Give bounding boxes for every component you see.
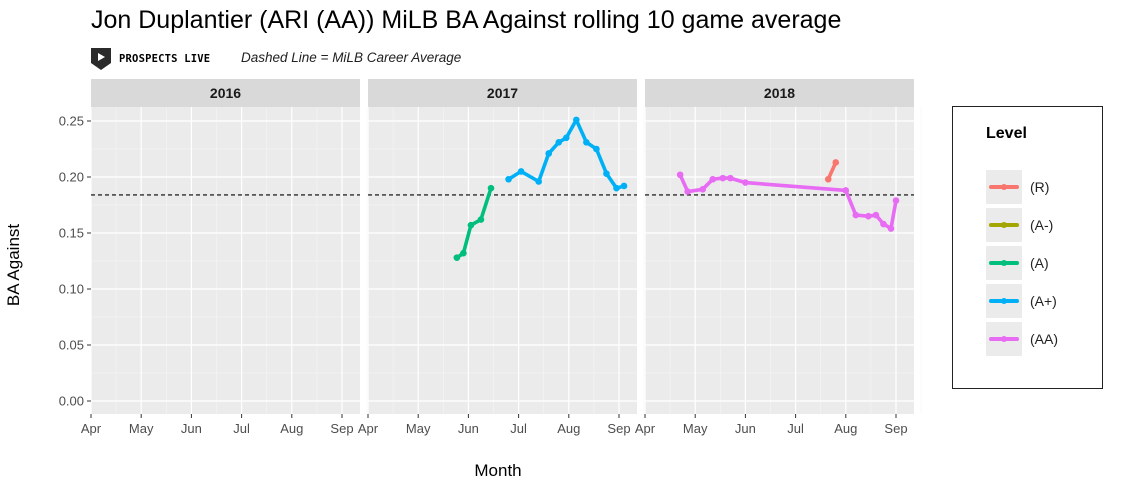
data-point	[880, 220, 887, 228]
panel-2018: 2018 Apr May Jun Jul Aug Sep	[635, 79, 922, 436]
x-tick-label: Apr	[81, 421, 102, 436]
y-tick-label: 0.25	[59, 114, 84, 129]
data-point	[505, 175, 512, 183]
y-tick-label: 0.00	[59, 394, 84, 409]
legend-item: (A-)	[986, 208, 1053, 242]
x-axis-label: Month	[474, 461, 521, 480]
legend-item-label: (R)	[1030, 179, 1050, 195]
data-point	[487, 184, 495, 192]
legend-title: Level	[986, 125, 1027, 142]
y-tick-label: 0.10	[59, 282, 84, 297]
data-point	[684, 188, 691, 195]
data-point	[832, 159, 840, 166]
panel-strip-label: 2017	[487, 85, 518, 101]
data-point	[727, 174, 734, 182]
x-tick-label: Sep	[607, 421, 630, 436]
panel-strip	[368, 79, 637, 107]
legend-item-label: (A+)	[1030, 293, 1057, 309]
panel-background	[645, 107, 914, 414]
x-tick-label: Jun	[458, 421, 479, 436]
x-tick-label: Sep	[884, 421, 907, 436]
logo-text: PROSPECTS LIVE	[119, 53, 211, 65]
data-point	[517, 168, 525, 175]
x-tick-label: Apr	[635, 421, 656, 436]
data-point	[620, 182, 628, 190]
legend-key-swatch	[986, 246, 1022, 280]
y-tick-label: 0.05	[59, 338, 84, 353]
x-tick-label: Jul	[233, 421, 250, 436]
legend-item-label: (A)	[1030, 255, 1049, 271]
prospects-live-logo: PROSPECTS LIVE	[91, 48, 210, 70]
data-point	[593, 145, 600, 153]
data-point	[562, 134, 570, 142]
data-point	[742, 179, 749, 186]
x-tick-label: May	[406, 421, 431, 436]
legend-key-swatch	[986, 322, 1022, 356]
legend-item: (R)	[986, 170, 1049, 204]
data-point	[719, 174, 727, 182]
data-point	[603, 170, 610, 177]
data-point	[453, 254, 461, 261]
y-tick-label: 0.20	[59, 170, 84, 185]
panel-background	[91, 107, 360, 414]
panel-strip	[91, 79, 360, 107]
data-point	[865, 212, 872, 220]
data-point	[613, 184, 620, 192]
legend-key-swatch	[986, 284, 1022, 318]
x-tick-label: May	[683, 421, 708, 436]
x-tick-label: Aug	[834, 421, 857, 436]
panel-background	[368, 107, 637, 414]
legend-item-label: (A-)	[1030, 217, 1054, 233]
data-point	[467, 221, 475, 229]
legend-key-swatch	[986, 170, 1022, 204]
chart-subtitle: Dashed Line = MiLB Career Average	[241, 50, 462, 65]
legend-item: (A+)	[986, 284, 1057, 318]
panel-strip	[645, 79, 914, 107]
x-tick-label: Jun	[735, 421, 756, 436]
legend-key-swatch	[986, 208, 1022, 242]
data-point	[699, 186, 707, 193]
x-tick-label: Aug	[557, 421, 580, 436]
y-tick-label: 0.15	[59, 226, 84, 241]
data-point	[824, 175, 832, 183]
x-tick-label: May	[129, 421, 154, 436]
y-axis-label: BA Against	[4, 224, 23, 307]
data-point	[887, 225, 895, 232]
data-point	[535, 178, 542, 185]
panel-2017: 2017 Apr May Jun Jul Aug Sep	[358, 79, 645, 436]
panel-strip-label: 2016	[210, 85, 241, 101]
panel-2016: 2016 Apr May Jun Jul Aug Sep	[81, 79, 368, 436]
chart-title: Jon Duplantier (ARI (AA)) MiLB BA Agains…	[91, 6, 842, 34]
data-point	[573, 116, 580, 124]
x-tick-label: Jul	[787, 421, 804, 436]
data-point	[852, 211, 860, 219]
data-point	[872, 211, 880, 219]
x-tick-label: Aug	[280, 421, 303, 436]
panel-strip-label: 2018	[764, 85, 795, 101]
data-point	[555, 138, 563, 146]
x-tick-label: Jun	[181, 421, 202, 436]
data-point	[842, 187, 850, 194]
data-point	[477, 216, 485, 223]
data-point	[709, 175, 717, 183]
x-tick-label: Apr	[358, 421, 379, 436]
legend-item: (A)	[986, 246, 1049, 280]
legend: Level (R) (A-) (A) (A+) (AA)	[952, 106, 1103, 389]
x-tick-label: Sep	[330, 421, 353, 436]
data-point	[892, 197, 900, 204]
data-point	[545, 150, 553, 157]
data-point	[676, 171, 684, 179]
logo-shield-icon	[91, 48, 111, 70]
data-point	[460, 249, 467, 257]
legend-item-label: (AA)	[1030, 331, 1058, 347]
data-point	[583, 138, 590, 146]
x-tick-label: Jul	[510, 421, 527, 436]
legend-item: (AA)	[986, 322, 1058, 356]
